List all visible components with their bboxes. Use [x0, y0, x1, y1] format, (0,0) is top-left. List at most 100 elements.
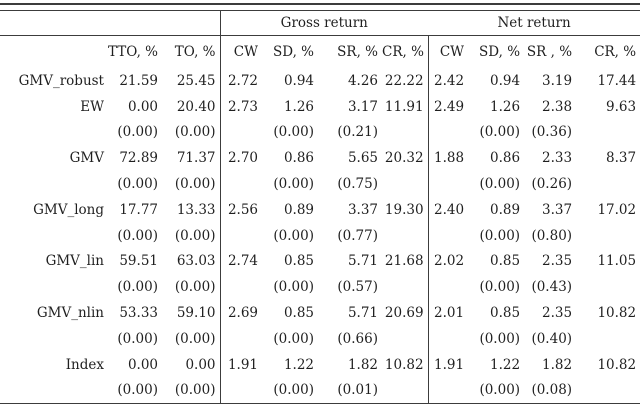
cell — [576, 326, 640, 352]
results-table: Gross return Net return TTO, % TO, % CW … — [0, 11, 640, 405]
cell: 2.01 — [427, 300, 469, 326]
cell: 19.30 — [384, 201, 424, 218]
cell — [382, 326, 428, 352]
cell: (0.00) — [117, 382, 158, 399]
cell — [219, 377, 262, 404]
cell: 0.86 — [283, 150, 314, 167]
cell: 2.33 — [541, 150, 573, 167]
row-label: GMV_long — [33, 201, 104, 218]
cell: (0.08) — [531, 382, 573, 399]
cell: 1.26 — [283, 98, 314, 115]
cell: 1.91 — [219, 351, 262, 378]
group-header-row: Gross return Net return — [0, 11, 640, 36]
cell: 17.44 — [597, 72, 637, 89]
cell: 10.82 — [597, 305, 637, 322]
cell — [219, 222, 262, 249]
cell: (0.00) — [273, 227, 314, 244]
row-label: Index — [65, 356, 104, 373]
table-row: Index 0.00 0.00 1.91 1.22 1.82 10.82 1.91 1.22 1.… — [0, 351, 640, 378]
cell — [382, 120, 428, 146]
cell — [382, 223, 428, 249]
cell: 1.82 — [347, 356, 378, 373]
cell — [382, 378, 428, 404]
cell: (0.00) — [174, 227, 216, 244]
cell: (0.77) — [337, 227, 378, 244]
cell: 8.37 — [606, 150, 637, 167]
cell: 71.37 — [176, 150, 216, 167]
cell: 2.72 — [219, 68, 262, 94]
cell: 2.56 — [219, 196, 262, 223]
cell — [427, 119, 469, 146]
cell: 2.74 — [219, 248, 262, 275]
cell: 1.88 — [427, 145, 469, 172]
cell: (0.57) — [337, 279, 378, 296]
cell: 10.82 — [597, 356, 637, 373]
cell: 0.00 — [127, 98, 158, 115]
cell: (0.00) — [117, 279, 158, 296]
cell — [576, 223, 640, 249]
cell: 17.02 — [597, 201, 637, 218]
column-header-row: TTO, % TO, % CW SD, % SR, % CR, % CW SD,… — [0, 35, 640, 69]
cell: (0.00) — [117, 227, 158, 244]
cell: (0.00) — [273, 279, 314, 296]
cell — [219, 325, 262, 352]
cell: 72.89 — [119, 150, 158, 167]
table-row-pvalues: (0.00) (0.00) (0.00) (0.01) (0.00) (0.08) — [0, 377, 640, 404]
cell: (0.00) — [479, 176, 521, 193]
cell: 0.94 — [283, 72, 314, 89]
cell: 59.10 — [176, 305, 216, 322]
cell — [427, 377, 469, 404]
column-header-label — [0, 36, 108, 69]
group-header-net-return: Net return — [428, 11, 640, 36]
table-row: GMV_long 17.77 13.33 2.56 0.89 3.37 19.30 2.40 0… — [0, 196, 640, 223]
cell: 1.91 — [427, 351, 469, 378]
table-row-pvalues: (0.00) (0.00) (0.00) (0.75) (0.00) (0.26) — [0, 171, 640, 197]
cell: (0.40) — [531, 330, 573, 347]
cell: 0.00 — [185, 356, 216, 373]
cell: (0.21) — [337, 124, 378, 141]
cell: (0.00) — [479, 330, 521, 347]
column-header-sr-net: SR , % — [526, 44, 573, 60]
cell: 13.33 — [176, 201, 216, 218]
cell: (0.00) — [117, 124, 158, 141]
cell: 1.22 — [283, 356, 314, 373]
column-header-cr-gross: CR, % — [382, 44, 424, 60]
cell: 1.82 — [541, 356, 573, 373]
cell: (0.00) — [479, 124, 521, 141]
cell: 22.22 — [384, 72, 424, 89]
cell: 2.69 — [219, 300, 262, 326]
cell — [219, 119, 262, 146]
cell: (0.00) — [479, 279, 521, 296]
cell: (0.36) — [531, 124, 573, 141]
cell: 5.71 — [347, 253, 378, 270]
column-header-cr-net: CR, % — [594, 44, 637, 60]
group-header-blank — [0, 11, 221, 36]
cell — [219, 171, 262, 197]
cell — [382, 274, 428, 300]
cell: 21.59 — [119, 72, 158, 89]
cell: 0.86 — [489, 150, 521, 167]
cell: (0.00) — [273, 382, 314, 399]
cell: (0.43) — [531, 279, 573, 296]
row-label: EW — [80, 98, 104, 115]
cell — [382, 171, 428, 197]
row-label — [0, 274, 108, 300]
cell: 20.32 — [384, 150, 424, 167]
cell: 4.26 — [347, 72, 378, 89]
cell: 3.37 — [541, 201, 573, 218]
table-row: GMV_robust 21.59 25.45 2.72 0.94 4.26 22.22 2.4… — [0, 68, 640, 94]
cell: 2.70 — [219, 145, 262, 172]
column-header-sd-net: SD, % — [479, 44, 521, 60]
cell: 11.05 — [597, 253, 637, 270]
cell: 0.94 — [489, 72, 521, 89]
cell: 0.85 — [283, 253, 314, 270]
cell: (0.80) — [531, 227, 573, 244]
cell: 9.63 — [606, 98, 637, 115]
cell: 25.45 — [176, 72, 216, 89]
cell: (0.00) — [174, 124, 216, 141]
top-double-rule — [0, 3, 640, 11]
cell: 3.17 — [347, 98, 378, 115]
cell — [427, 325, 469, 352]
row-label: GMV — [69, 150, 104, 167]
cell: 3.37 — [347, 201, 378, 218]
